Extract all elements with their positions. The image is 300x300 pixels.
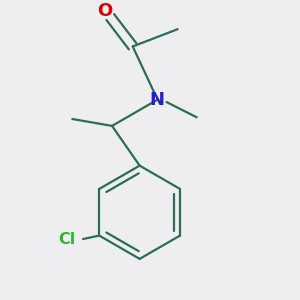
Text: O: O (98, 2, 113, 20)
Text: Cl: Cl (58, 232, 75, 247)
Text: N: N (149, 91, 164, 109)
